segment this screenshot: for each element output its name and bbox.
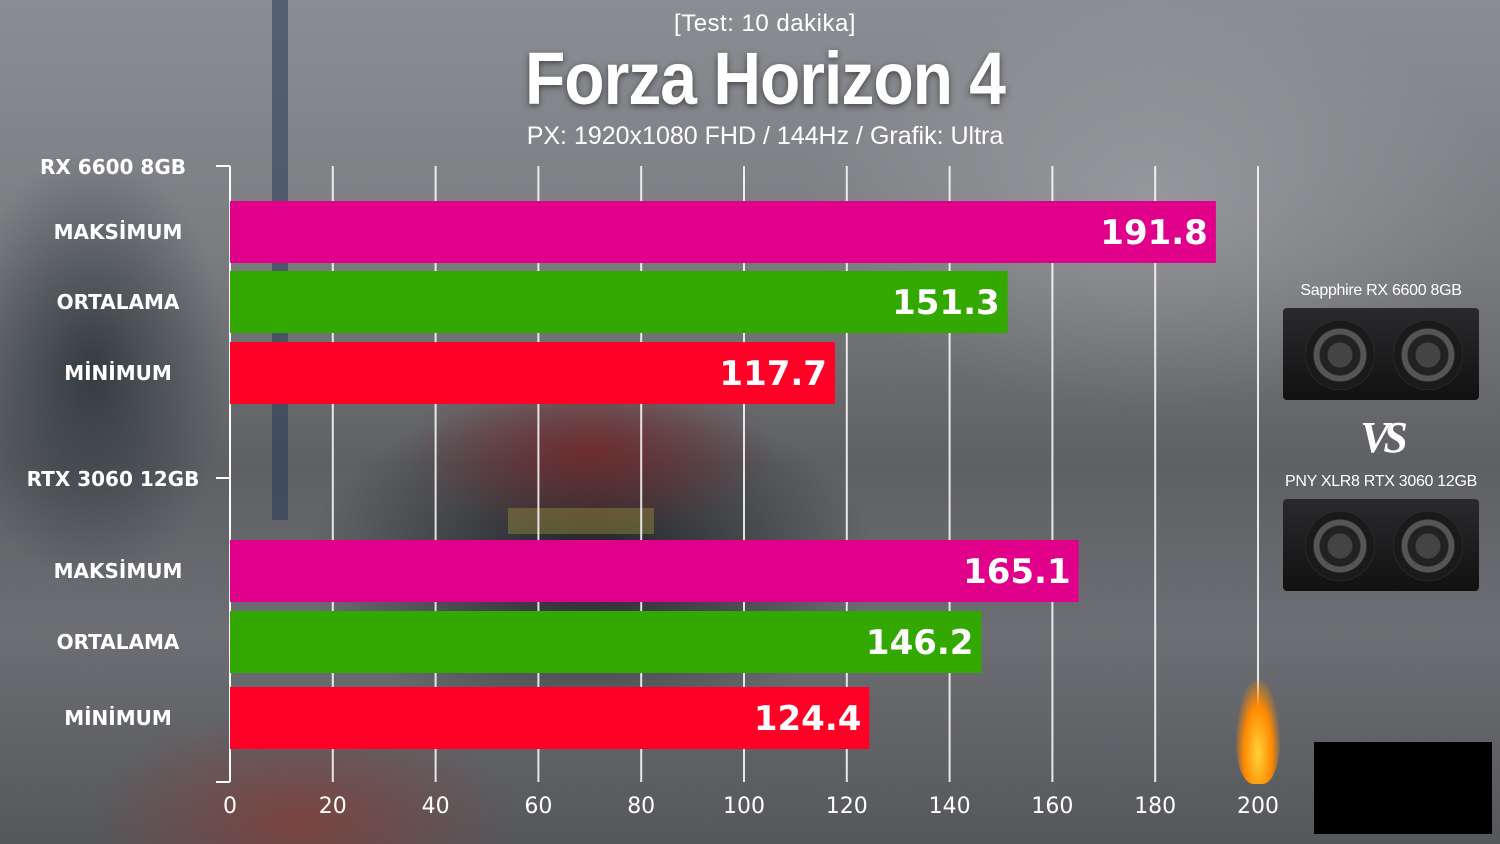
data-label: 165.1 — [963, 552, 1071, 592]
x-tick-label: 140 — [929, 794, 971, 819]
chart-title: Forza Horizon 4 — [524, 36, 1006, 120]
bar — [230, 540, 1079, 602]
group-label: RX 6600 8GB — [40, 155, 186, 179]
flame-icon — [1236, 680, 1280, 784]
x-tick-label: 80 — [627, 794, 655, 819]
x-tick-label: 180 — [1134, 794, 1176, 819]
bar — [230, 611, 982, 673]
x-tick-label: 100 — [723, 794, 765, 819]
category-label: MAKSİMUM — [54, 559, 183, 583]
category-label: ORTALAMA — [57, 290, 180, 314]
x-tick-label: 200 — [1237, 794, 1279, 819]
background-plate — [508, 508, 654, 534]
side-panel: Sapphire RX 6600 8GB VS PNY XLR8 RTX 306… — [1276, 282, 1486, 591]
x-tick-label: 160 — [1031, 794, 1073, 819]
bar — [230, 271, 1008, 333]
gpu1-name: Sapphire RX 6600 8GB — [1300, 282, 1462, 299]
data-label: 191.8 — [1100, 213, 1208, 253]
x-tick-label: 60 — [524, 794, 552, 819]
data-label: 146.2 — [866, 623, 974, 663]
category-label: ORTALAMA — [57, 630, 180, 654]
bar — [230, 342, 835, 404]
gpu1-image — [1283, 308, 1479, 400]
title-block: [Test: 10 dakika] Forza Horizon 4 PX: 19… — [0, 10, 1500, 151]
fan-icon — [1393, 320, 1463, 390]
settings-subtitle: PX: 1920x1080 FHD / 144Hz / Grafik: Ultr… — [526, 122, 1004, 150]
category-label: MAKSİMUM — [54, 220, 183, 244]
logo-box — [1314, 742, 1492, 834]
bar — [230, 687, 870, 749]
gpu2-image — [1283, 499, 1479, 591]
x-tick-label: 20 — [319, 794, 347, 819]
fan-icon — [1305, 511, 1375, 581]
x-tick-label: 40 — [422, 794, 450, 819]
x-tick-label: 0 — [223, 794, 237, 819]
gpu2-name: PNY XLR8 RTX 3060 12GB — [1284, 473, 1478, 490]
category-label: MİNİMUM — [64, 706, 172, 730]
fan-icon — [1305, 320, 1375, 390]
x-tick-label: 120 — [826, 794, 868, 819]
background-tree — [0, 150, 230, 590]
data-label: 124.4 — [754, 699, 862, 739]
category-label: MİNİMUM — [64, 361, 172, 385]
bar — [230, 201, 1216, 263]
test-note: [Test: 10 dakika] — [674, 10, 856, 37]
group-label: RTX 3060 12GB — [27, 467, 200, 491]
data-label: 117.7 — [719, 354, 827, 394]
data-label: 151.3 — [892, 283, 1000, 323]
vs-label: VS — [1360, 413, 1408, 462]
fan-icon — [1393, 511, 1463, 581]
